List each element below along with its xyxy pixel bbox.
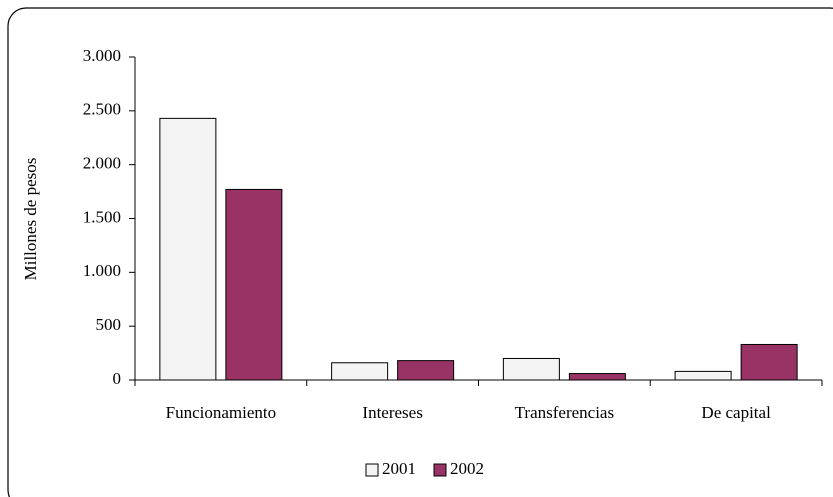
bar [674,370,732,381]
x-tick-label: Transferencias [515,403,614,422]
legend-swatch [365,463,379,477]
bar [568,373,626,381]
x-tick-label: Intereses [362,403,422,422]
y-tick-label: 0 [113,369,122,388]
y-tick-label: 3.000 [83,46,121,65]
legend-label: 2002 [450,459,484,478]
bar [397,360,455,381]
legend-swatch [433,463,447,477]
bar [740,343,798,381]
y-tick-label: 2.000 [83,154,121,173]
y-tick-label: 1.000 [83,261,121,280]
x-tick-label: De capital [701,403,771,422]
bar [502,357,560,381]
y-axis-title: Millones de pesos [21,158,40,281]
y-tick-label: 1.500 [83,207,121,226]
bar [225,188,283,381]
y-tick-label: 500 [96,315,122,334]
legend-label: 2001 [382,459,416,478]
bar [331,362,389,381]
x-tick-label: Funcionamiento [166,403,276,422]
chart-frame [7,7,833,497]
bar [159,117,217,381]
y-tick-label: 2.500 [83,100,121,119]
